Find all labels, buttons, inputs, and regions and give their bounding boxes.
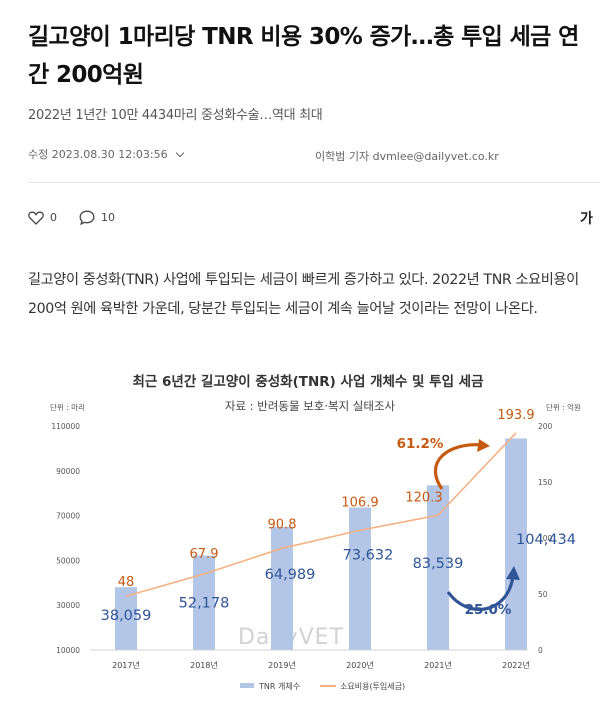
right-tick-label: 200 — [538, 422, 553, 431]
line-value-label: 90.8 — [268, 517, 297, 532]
article-body: 길고양이 중성화(TNR) 사업에 투입되는 세금이 빠르게 증가하고 있다. … — [28, 272, 579, 317]
chevron-down-icon — [175, 148, 184, 157]
growth-arrow-orange — [433, 443, 484, 490]
chart-title: 최근 6년간 길고양이 중성화(TNR) 사업 개체수 및 투입 세금 — [132, 373, 484, 390]
article-actions: 0 10 — [28, 210, 137, 225]
growth-arrow-blue — [446, 575, 515, 611]
bar-value-label: 73,632 — [343, 547, 394, 563]
bar — [115, 587, 137, 650]
bar-value-label: 38,059 — [101, 608, 152, 624]
x-tick-label: 2022년 — [502, 660, 530, 670]
x-tick-label: 2021년 — [424, 660, 452, 670]
legend-label-line: 소요비용(투입세금) — [340, 682, 405, 691]
right-tick-label: 150 — [538, 478, 553, 487]
annotation-cost-growth: 61.2% — [397, 436, 444, 452]
like-count: 0 — [50, 211, 57, 224]
left-tick-label: 70000 — [56, 512, 80, 521]
bar — [427, 485, 449, 650]
legend-swatch-bar — [240, 683, 254, 688]
line-value-label: 106.9 — [341, 495, 378, 510]
bar-value-label: 52,178 — [179, 596, 230, 612]
font-size-button[interactable]: 가 — [580, 211, 593, 227]
series-line — [125, 432, 517, 598]
chart-subtitle: 자료 : 반려동물 보호·복지 실태조사 — [225, 399, 396, 413]
x-tick-label: 2020년 — [346, 660, 374, 670]
annotation-count-growth: 25.0% — [465, 602, 512, 618]
bar — [505, 438, 527, 650]
like-button[interactable]: 0 — [28, 211, 57, 225]
bar — [349, 507, 371, 650]
growth-arrowhead-blue — [506, 566, 520, 580]
x-tick-label: 2017년 — [112, 660, 140, 670]
left-tick-label: 30000 — [56, 601, 80, 610]
left-axis-unit: 단위 : 마리 — [50, 402, 85, 412]
comment-button[interactable]: 10 — [79, 210, 115, 225]
divider — [28, 182, 600, 183]
x-tick-label: 2019년 — [268, 660, 296, 670]
line-value-label: 120.3 — [405, 490, 442, 505]
bar — [271, 526, 293, 650]
chart-svg: 최근 6년간 길고양이 중성화(TNR) 사업 개체수 및 투입 세금 자료 :… — [50, 373, 581, 691]
article-subtitle: 2022년 1년간 10만 4434마리 중성화수술…역대 최대 — [28, 108, 323, 123]
heart-icon — [28, 211, 44, 225]
line-value-label: 67.9 — [190, 547, 219, 562]
bar — [193, 555, 215, 650]
right-tick-label: 100 — [538, 534, 553, 543]
right-tick-label: 0 — [538, 646, 543, 655]
line-value-label: 48 — [118, 575, 135, 590]
x-tick-label: 2018년 — [190, 660, 218, 670]
right-tick-label: 50 — [538, 590, 548, 599]
left-tick-label: 110000 — [51, 422, 80, 431]
left-tick-label: 90000 — [56, 467, 80, 476]
comment-count: 10 — [101, 211, 115, 224]
speech-bubble-icon — [79, 210, 95, 225]
left-tick-label: 50000 — [56, 556, 80, 565]
right-axis-unit: 단위 : 억원 — [546, 402, 581, 412]
article-headline: 길고양이 1마리당 TNR 비용 30% 증가…총 투입 세금 연간 200억원 — [28, 24, 579, 88]
bar-value-label: 64,989 — [265, 567, 316, 583]
bar-value-label: 83,539 — [413, 556, 464, 572]
line-value-label: 193.9 — [497, 408, 534, 423]
bar-value-label: 104,434 — [516, 532, 576, 548]
growth-arrowhead-orange — [477, 439, 490, 452]
legend-label-bar: TNR 개체수 — [258, 681, 300, 691]
left-tick-label: 10000 — [56, 646, 80, 655]
modified-date-toggle[interactable]: 수정 2023.08.30 12:03:56 — [28, 146, 184, 162]
modified-date: 수정 2023.08.30 12:03:56 — [28, 148, 168, 161]
chart: 최근 6년간 길고양이 중성화(TNR) 사업 개체수 및 투입 세금 자료 :… — [28, 362, 584, 707]
byline: 이학범 기자 dvmlee@dailyvet.co.kr — [315, 150, 499, 163]
